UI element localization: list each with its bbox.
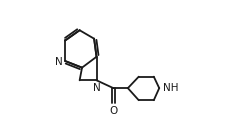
Text: NH: NH: [163, 83, 178, 93]
Text: N: N: [92, 83, 100, 93]
Text: O: O: [109, 106, 117, 116]
Text: N: N: [55, 57, 62, 67]
